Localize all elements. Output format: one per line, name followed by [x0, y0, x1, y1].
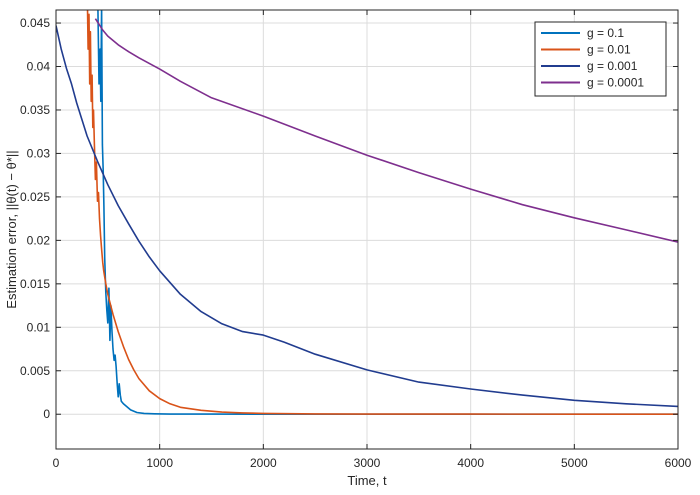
y-axis-title: Estimation error, ||θ(t) − θ*|| — [4, 150, 19, 308]
legend-label: g = 0.1 — [587, 26, 624, 40]
x-tick-label: 3000 — [354, 456, 381, 470]
y-tick-label: 0.02 — [27, 233, 51, 247]
x-tick-label: 4000 — [457, 456, 484, 470]
y-tick-label: 0.005 — [20, 364, 50, 378]
y-tick-label: 0.01 — [27, 320, 51, 334]
y-tick-label: 0 — [43, 407, 50, 421]
series-line-1 — [97, 10, 678, 416]
y-tick-label: 0.025 — [20, 190, 50, 204]
x-tick-label: 6000 — [665, 456, 692, 470]
legend: g = 0.1 g = 0.01 g = 0.001 g = 0.0001 — [534, 21, 667, 97]
y-tick-label: 0.04 — [27, 60, 51, 74]
legend-box — [534, 21, 667, 97]
x-tick-label: 2000 — [250, 456, 277, 470]
y-tick-label: 0.045 — [20, 16, 50, 30]
legend-label: g = 0.01 — [587, 43, 631, 57]
y-tick-label: 0.015 — [20, 277, 50, 291]
x-axis-title: Time, t — [347, 473, 387, 488]
series-layer — [56, 10, 678, 416]
y-tick-label: 0.03 — [27, 146, 51, 160]
y-tick-label: 0.035 — [20, 103, 50, 117]
x-tick-label: 1000 — [146, 456, 173, 470]
x-tick-label: 5000 — [561, 456, 588, 470]
series-line-2 — [86, 10, 678, 416]
x-tick-label: 0 — [53, 456, 60, 470]
axis-ticks: 0 1000 2000 3000 4000 5000 6000 0 0.005 0.01 0.015… — [20, 10, 692, 470]
legend-label: g = 0.0001 — [587, 76, 644, 90]
legend-label: g = 0.001 — [587, 59, 638, 73]
series-line-4 — [94, 18, 678, 243]
series-line-3 — [56, 25, 678, 408]
